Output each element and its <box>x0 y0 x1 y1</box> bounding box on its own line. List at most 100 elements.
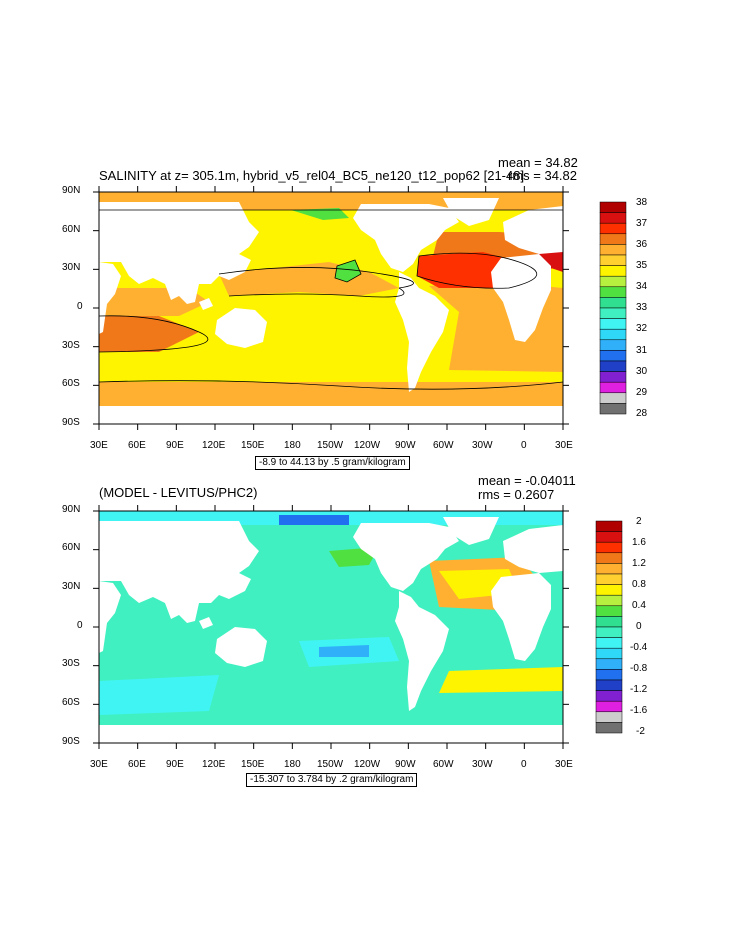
legend-swatch <box>599 381 627 394</box>
panel2-rms: rms = 0.2607 <box>478 487 555 502</box>
legend-swatch <box>595 669 623 681</box>
legend-swatch <box>595 700 623 713</box>
ticks <box>93 186 569 430</box>
lon-label: 90E <box>166 759 184 770</box>
panel1-title: SALINITY at z= 305.1m, hybrid_v5_rel04_B… <box>99 168 525 183</box>
lat-label: 90N <box>62 504 81 515</box>
lon-label: 60E <box>128 440 146 451</box>
south-atlantic-positive <box>439 667 563 693</box>
legend-swatch <box>595 626 623 638</box>
legend-swatch <box>595 637 623 649</box>
lon-label: 120E <box>202 440 226 451</box>
lon-label: 150E <box>241 440 265 451</box>
lat-label: 30N <box>62 262 81 273</box>
legend-label: 35 <box>636 260 648 271</box>
lat-label: 90N <box>62 185 81 196</box>
lat-label: 30S <box>62 340 80 351</box>
legend-swatch <box>599 371 627 383</box>
south-atlantic-band <box>449 312 563 372</box>
lon-label: 150E <box>241 759 265 770</box>
southern-ocean-band <box>99 382 563 406</box>
legend-swatch <box>599 360 627 372</box>
legend-label: 34 <box>636 281 648 292</box>
legend-swatch <box>595 658 623 670</box>
panel2-legend <box>595 520 623 734</box>
legend-swatch <box>599 212 627 224</box>
lon-label: 120W <box>354 759 381 770</box>
legend-swatch <box>595 584 623 596</box>
panel2-map <box>93 505 569 749</box>
ticks <box>93 505 569 749</box>
legend-swatch <box>595 690 623 702</box>
lon-label: 90E <box>166 440 184 451</box>
lon-label: 30E <box>555 440 573 451</box>
lon-label: 90W <box>395 440 416 451</box>
legend-swatch <box>599 350 627 362</box>
lon-label: 30E <box>90 440 108 451</box>
lat-label: 0 <box>77 301 83 312</box>
indian-ocean-high <box>99 316 199 352</box>
panel2-mean: mean = -0.04011 <box>478 473 576 488</box>
legend-label: 32 <box>636 323 648 334</box>
legend-label: -0.4 <box>630 642 648 653</box>
panel1-map <box>93 186 569 430</box>
lon-label: 30E <box>555 759 573 770</box>
indian-negative <box>99 675 219 715</box>
legend-label: 29 <box>636 387 648 398</box>
lat-label: 0 <box>77 620 83 631</box>
legend-label: 38 <box>636 197 648 208</box>
lon-label: 150W <box>317 759 344 770</box>
legend-swatch <box>599 222 627 235</box>
legend-swatch <box>595 605 623 617</box>
legend-label: -1.2 <box>630 684 648 695</box>
lon-label: 150W <box>317 440 344 451</box>
pacific-fresh <box>335 260 361 282</box>
lon-label: 0 <box>521 440 527 451</box>
legend-swatch <box>595 541 623 554</box>
legend-swatch <box>595 647 623 660</box>
legend-swatch <box>595 722 623 734</box>
legend-swatch <box>599 254 627 266</box>
lat-label: 30S <box>62 658 80 669</box>
legend-swatch <box>599 286 627 298</box>
legend-label: 1.6 <box>632 537 646 548</box>
legend-label: 28 <box>636 408 648 419</box>
legend-swatch <box>599 275 627 288</box>
mediterranean-max <box>537 250 563 272</box>
legend-swatch <box>595 520 623 532</box>
legend-swatch <box>599 307 627 319</box>
lon-label: 30W <box>472 440 493 451</box>
legend-label: 31 <box>636 345 648 356</box>
lon-label: 60E <box>128 759 146 770</box>
lon-label: 180 <box>284 440 301 451</box>
contours <box>99 209 563 390</box>
legend-label: 37 <box>636 218 648 229</box>
legend-swatch <box>595 679 623 691</box>
legend-swatch <box>595 552 623 564</box>
legend-swatch <box>599 265 627 277</box>
lon-label: 0 <box>521 759 527 770</box>
arctic-fresh <box>291 208 349 220</box>
legend-swatch <box>599 339 627 351</box>
legend-swatch <box>599 201 627 213</box>
lon-label: 60W <box>433 759 454 770</box>
lon-label: 120E <box>202 759 226 770</box>
legend-swatch <box>595 573 623 585</box>
panel1-mean: mean = 34.82 <box>498 155 578 170</box>
legend-swatch <box>599 328 627 341</box>
lon-label: 60W <box>433 440 454 451</box>
legend-swatch <box>599 244 627 256</box>
legend-swatch <box>599 233 627 245</box>
legend-label: 1.2 <box>632 558 646 569</box>
lat-label: 60N <box>62 224 81 235</box>
legend-swatch <box>595 594 623 607</box>
legend-label: 0.4 <box>632 600 646 611</box>
lat-label: 60S <box>62 378 80 389</box>
legend-swatch <box>595 616 623 628</box>
arctic-negative <box>279 515 349 525</box>
pacific-strong-negative <box>319 645 369 657</box>
panel1-range-label: -8.9 to 44.13 by .5 gram/kilogram <box>255 456 410 470</box>
legend-label: 0 <box>636 621 642 632</box>
legend-swatch <box>599 318 627 330</box>
